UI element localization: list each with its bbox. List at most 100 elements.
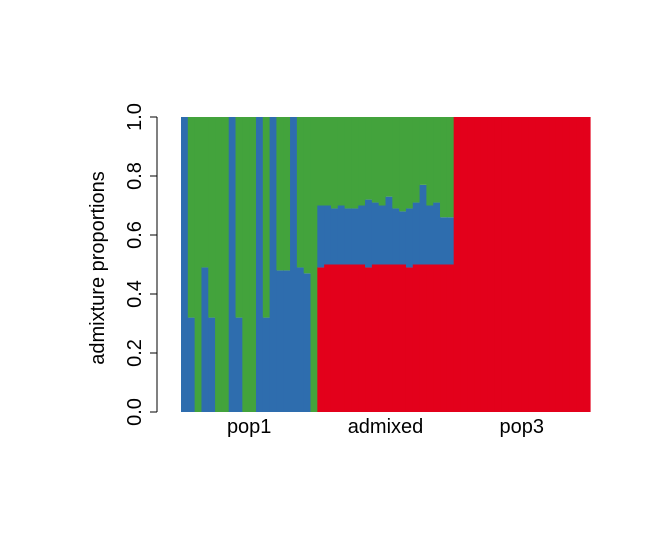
bar-segment xyxy=(467,117,475,412)
y-tick-label: 0.0 xyxy=(124,398,146,426)
bar-segment xyxy=(371,202,380,265)
bar-segment xyxy=(324,264,332,412)
bar-segment xyxy=(365,199,373,268)
bar-segment xyxy=(440,117,448,218)
bar-segment xyxy=(405,117,414,209)
bar-segment xyxy=(419,184,427,265)
bar-segment xyxy=(344,264,353,412)
bar-segment xyxy=(480,117,489,412)
y-tick-label: 0.6 xyxy=(124,221,146,249)
bar-segment xyxy=(303,117,312,274)
bar-segment xyxy=(276,117,284,271)
y-ticks: 0.0 0.2 0.4 0.6 0.8 1.0 xyxy=(124,103,157,426)
bar-segment xyxy=(310,117,318,412)
bar-segment xyxy=(324,117,332,206)
bar-segment xyxy=(242,117,250,412)
bar-segment xyxy=(215,117,223,412)
bar-segment xyxy=(555,117,564,412)
bar-segment xyxy=(569,117,577,412)
bar-segment xyxy=(337,264,346,412)
bar-segment xyxy=(562,117,571,412)
bar-segment xyxy=(317,205,325,268)
bar-segment xyxy=(324,205,332,265)
bar-segment xyxy=(371,264,380,412)
y-tick-label: 0.8 xyxy=(124,162,146,190)
bar-segment xyxy=(385,264,393,412)
bar-segment xyxy=(426,117,434,206)
bar-segment xyxy=(576,117,584,412)
bar-segment xyxy=(290,117,298,412)
bar-segment xyxy=(453,117,462,412)
bar-segment xyxy=(433,117,441,203)
bar-segment xyxy=(351,117,359,209)
y-tick-label: 0.2 xyxy=(124,339,146,367)
bar-segment xyxy=(371,117,380,203)
bar-segment xyxy=(378,117,387,206)
bar-segment xyxy=(365,117,373,200)
bar-segment xyxy=(446,217,455,265)
bar-segment xyxy=(405,267,414,412)
bar-segment xyxy=(208,317,216,412)
bar-segment xyxy=(508,117,516,412)
bar-segment xyxy=(296,267,305,412)
bar-segment xyxy=(358,205,366,265)
bar-segment xyxy=(419,264,427,412)
bar-segment xyxy=(528,117,537,412)
bar-segment xyxy=(317,117,325,206)
bar-segment xyxy=(440,217,448,265)
bar-segment xyxy=(535,117,543,412)
bar-segment xyxy=(358,264,366,412)
y-axis-title: admixture proportions xyxy=(87,171,109,364)
bar-segment xyxy=(358,117,366,206)
bar-segment xyxy=(392,117,400,209)
bar-segment xyxy=(344,117,353,209)
bar-segment xyxy=(549,117,557,412)
bar-segment xyxy=(501,117,509,412)
bar-segment xyxy=(399,117,407,212)
bar-segment xyxy=(330,117,339,209)
bar-segment xyxy=(521,117,530,412)
group-label: pop1 xyxy=(227,416,272,438)
bar-segment xyxy=(426,264,434,412)
bar-segment xyxy=(365,267,373,412)
bar-segment xyxy=(385,196,393,265)
bar-segment xyxy=(276,270,284,412)
bar-segment xyxy=(419,117,427,185)
bar-segment xyxy=(303,273,312,412)
bar-segment xyxy=(255,117,264,412)
bar-segment xyxy=(235,117,243,318)
bar-segment xyxy=(412,264,421,412)
bar-segment xyxy=(351,208,359,265)
bar-segment xyxy=(201,117,209,268)
bar-segment xyxy=(208,117,216,318)
bar-segment xyxy=(201,267,209,412)
bar-segment xyxy=(344,208,353,265)
bar-segment xyxy=(221,117,230,412)
bar-segment xyxy=(317,267,325,412)
bar-segment xyxy=(330,208,339,265)
bar-segment xyxy=(187,317,196,412)
bar-segment xyxy=(446,264,455,412)
bar-segment xyxy=(426,205,434,265)
bar-segment xyxy=(440,264,448,412)
bar-segment xyxy=(262,117,271,318)
bar-segment xyxy=(487,117,496,412)
bar-segment xyxy=(351,264,359,412)
y-tick-label: 0.4 xyxy=(124,280,146,308)
group-label: admixed xyxy=(348,416,424,438)
bar-segment xyxy=(433,202,441,265)
bar-segment xyxy=(392,264,400,412)
bar-segment xyxy=(194,117,203,412)
bar-segment xyxy=(181,117,189,412)
bar-segment xyxy=(412,117,421,203)
bars-layer xyxy=(181,117,591,412)
bar-segment xyxy=(385,117,393,197)
bar-segment xyxy=(269,117,278,412)
bar-segment xyxy=(399,211,407,265)
bar-segment xyxy=(187,117,196,318)
bar-segment xyxy=(337,205,346,265)
bar-segment xyxy=(474,117,482,412)
bar-segment xyxy=(583,117,591,412)
bar-segment xyxy=(378,264,387,412)
